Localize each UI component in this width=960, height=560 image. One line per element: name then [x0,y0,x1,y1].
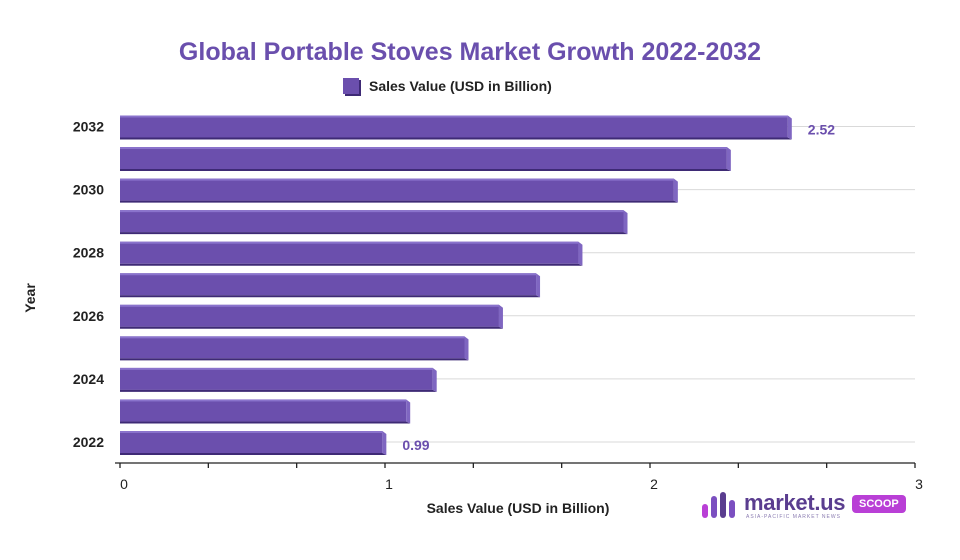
x-tick-label: 0 [120,476,128,492]
bar-2030 [120,178,678,203]
legend: Sales Value (USD in Billion) [343,78,552,94]
x-tick-label: 1 [385,476,393,492]
x-tick-label: 3 [915,476,923,492]
y-tick-label: 2028 [73,245,104,261]
market-us-logo: market.us ASIA-PACIFIC MARKET NEWS SCOOP [700,488,920,524]
bar-2024 [120,367,437,392]
y-tick-label: 2030 [73,182,104,198]
logo-brand-text: market.us [744,490,846,515]
bar-2032 [120,115,792,140]
bar-2023 [120,399,411,424]
y-tick-label: 2026 [73,308,104,324]
legend-swatch [343,78,359,94]
bar-2028 [120,241,583,266]
bar-2031 [120,147,731,172]
y-tick-label: 2032 [73,119,104,135]
legend-label: Sales Value (USD in Billion) [369,78,552,94]
bar-2027 [120,273,541,298]
data-label: 2.52 [808,122,835,138]
bar-2025 [120,336,469,361]
market-us-logo-icon [702,492,735,518]
bar-2022 [120,431,387,455]
logo-scoop-badge: SCOOP [852,495,906,513]
x-tick-label: 2 [650,476,658,492]
chart-title: Global Portable Stoves Market Growth 202… [178,38,762,66]
logo-tagline: ASIA-PACIFIC MARKET NEWS [746,514,841,520]
data-label: 0.99 [402,437,429,453]
y-tick-label: 2022 [73,434,104,450]
bar-2029 [120,210,628,235]
y-axis-title: Year [22,283,38,313]
y-tick-label: 2024 [73,371,104,387]
bar-2026 [120,304,503,329]
x-axis-title: Sales Value (USD in Billion) [427,500,610,516]
